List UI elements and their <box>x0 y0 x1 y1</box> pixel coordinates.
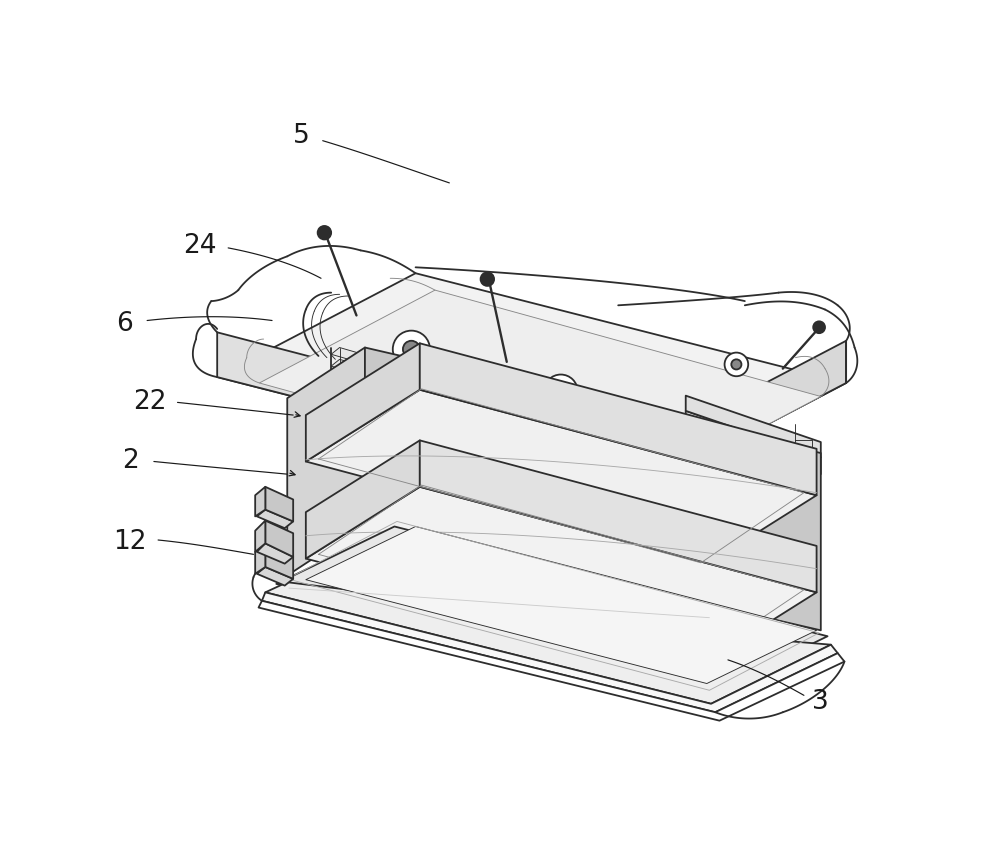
Circle shape <box>553 384 568 399</box>
Text: 12: 12 <box>113 529 147 555</box>
Polygon shape <box>259 291 821 490</box>
Text: 22: 22 <box>133 390 166 415</box>
Polygon shape <box>287 347 365 575</box>
Circle shape <box>393 330 430 368</box>
Circle shape <box>731 359 741 369</box>
Polygon shape <box>265 582 831 704</box>
Circle shape <box>813 321 825 333</box>
Circle shape <box>318 226 331 240</box>
Polygon shape <box>306 527 817 684</box>
Polygon shape <box>365 347 821 630</box>
Polygon shape <box>331 347 500 401</box>
Polygon shape <box>257 567 293 585</box>
Polygon shape <box>306 343 420 462</box>
Polygon shape <box>265 544 293 579</box>
Polygon shape <box>259 601 844 721</box>
Polygon shape <box>255 544 265 573</box>
Polygon shape <box>257 510 293 529</box>
Polygon shape <box>276 527 828 694</box>
Polygon shape <box>306 390 817 567</box>
Polygon shape <box>420 440 817 592</box>
Circle shape <box>481 273 494 286</box>
Circle shape <box>544 374 578 408</box>
Polygon shape <box>262 592 838 712</box>
Polygon shape <box>306 487 817 664</box>
Polygon shape <box>217 332 648 487</box>
Text: 5: 5 <box>293 124 310 149</box>
Polygon shape <box>686 396 821 457</box>
Polygon shape <box>265 521 293 556</box>
Polygon shape <box>648 340 846 487</box>
Text: 24: 24 <box>184 233 217 259</box>
Polygon shape <box>420 343 817 495</box>
Polygon shape <box>255 521 265 552</box>
Polygon shape <box>255 487 265 517</box>
Polygon shape <box>257 544 293 563</box>
Polygon shape <box>265 487 293 522</box>
Polygon shape <box>686 411 821 474</box>
Circle shape <box>725 352 748 376</box>
Text: 3: 3 <box>812 689 829 715</box>
Circle shape <box>403 340 420 357</box>
Text: 6: 6 <box>116 311 133 337</box>
Polygon shape <box>217 274 846 487</box>
Polygon shape <box>306 440 420 558</box>
Polygon shape <box>331 370 500 424</box>
Polygon shape <box>331 359 500 412</box>
Text: 2: 2 <box>122 449 139 474</box>
